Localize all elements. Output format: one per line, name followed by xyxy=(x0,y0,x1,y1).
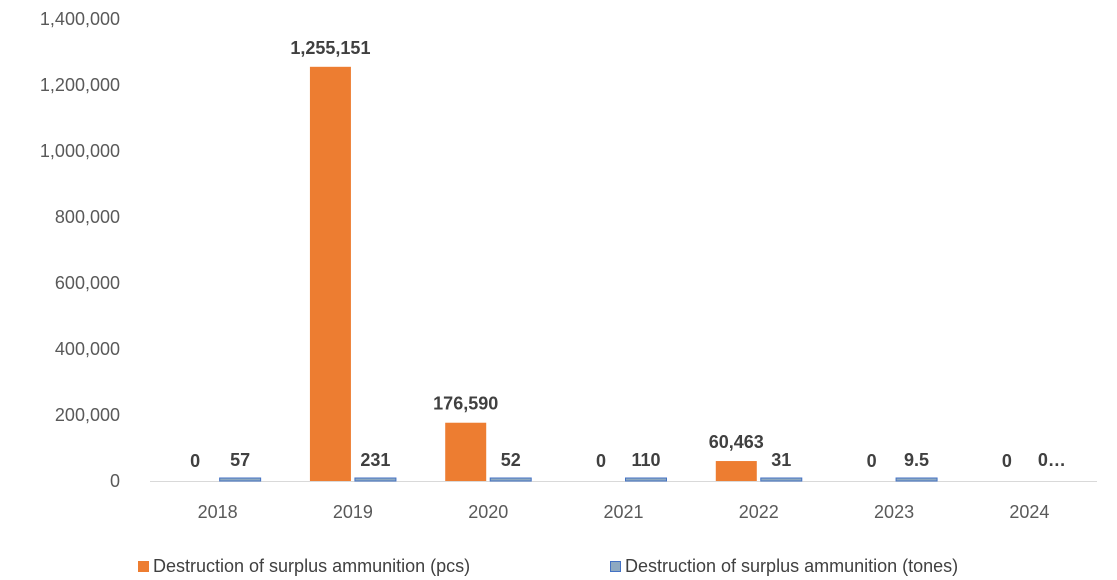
data-label-tones: 9.5 xyxy=(904,450,929,470)
legend-swatch-tones xyxy=(610,561,621,572)
data-label-tones: 110 xyxy=(631,450,660,470)
y-tick-label: 1,400,000 xyxy=(40,9,120,29)
data-label-pcs: 176,590 xyxy=(433,394,498,414)
bar-chart: 0 200,000 400,000 600,000 800,000 1,000,000 1,… xyxy=(40,9,1097,522)
legend-item-tones: Destruction of surplus ammunition (tones… xyxy=(610,556,958,577)
data-label-pcs: 60,463 xyxy=(709,432,764,452)
bar-tones xyxy=(219,477,262,482)
x-tick-label: 2020 xyxy=(468,502,508,522)
bar-pcs xyxy=(445,422,487,481)
legend-label-tones: Destruction of surplus ammunition (tones… xyxy=(625,556,959,576)
y-tick-label: 400,000 xyxy=(55,339,120,359)
x-tick-label: 2024 xyxy=(1009,502,1049,522)
x-tick-label: 2021 xyxy=(603,502,643,522)
y-tick-label: 1,200,000 xyxy=(40,75,120,95)
x-tick-label: 2023 xyxy=(874,502,914,522)
bar-tones xyxy=(895,477,938,482)
y-tick-label: 200,000 xyxy=(55,405,120,425)
bar-tones xyxy=(760,477,803,482)
data-label-tones: 31 xyxy=(771,450,791,470)
data-label-pcs: 0 xyxy=(190,451,200,471)
legend-item-pcs: Destruction of surplus ammunition (pcs) xyxy=(138,556,470,577)
y-tick-label: 1,000,000 xyxy=(40,141,120,161)
y-tick-label: 800,000 xyxy=(55,207,120,227)
bar-tones xyxy=(354,477,397,482)
legend-label-pcs: Destruction of surplus ammunition (pcs) xyxy=(153,556,471,576)
bar-tones xyxy=(489,477,532,482)
x-tick-label: 2018 xyxy=(198,502,238,522)
x-tick-label: 2022 xyxy=(739,502,779,522)
y-tick-label: 0 xyxy=(110,471,120,491)
data-label-pcs: 0 xyxy=(867,451,877,471)
legend-swatch-pcs xyxy=(138,561,149,572)
data-label-tones: 52 xyxy=(501,450,521,470)
data-label-pcs: 0 xyxy=(1002,451,1012,471)
data-label-tones: 0… xyxy=(1038,450,1066,470)
data-label-pcs: 0 xyxy=(596,451,606,471)
legend: Destruction of surplus ammunition (pcs) … xyxy=(0,556,1117,580)
data-label-pcs: 1,255,151 xyxy=(290,38,370,58)
data-label-tones: 231 xyxy=(360,450,390,470)
y-tick-label: 600,000 xyxy=(55,273,120,293)
bar-pcs xyxy=(309,66,351,481)
x-tick-label: 2019 xyxy=(333,502,373,522)
bar-pcs xyxy=(715,461,757,481)
data-label-tones: 57 xyxy=(230,450,250,470)
bar-tones xyxy=(625,477,667,482)
